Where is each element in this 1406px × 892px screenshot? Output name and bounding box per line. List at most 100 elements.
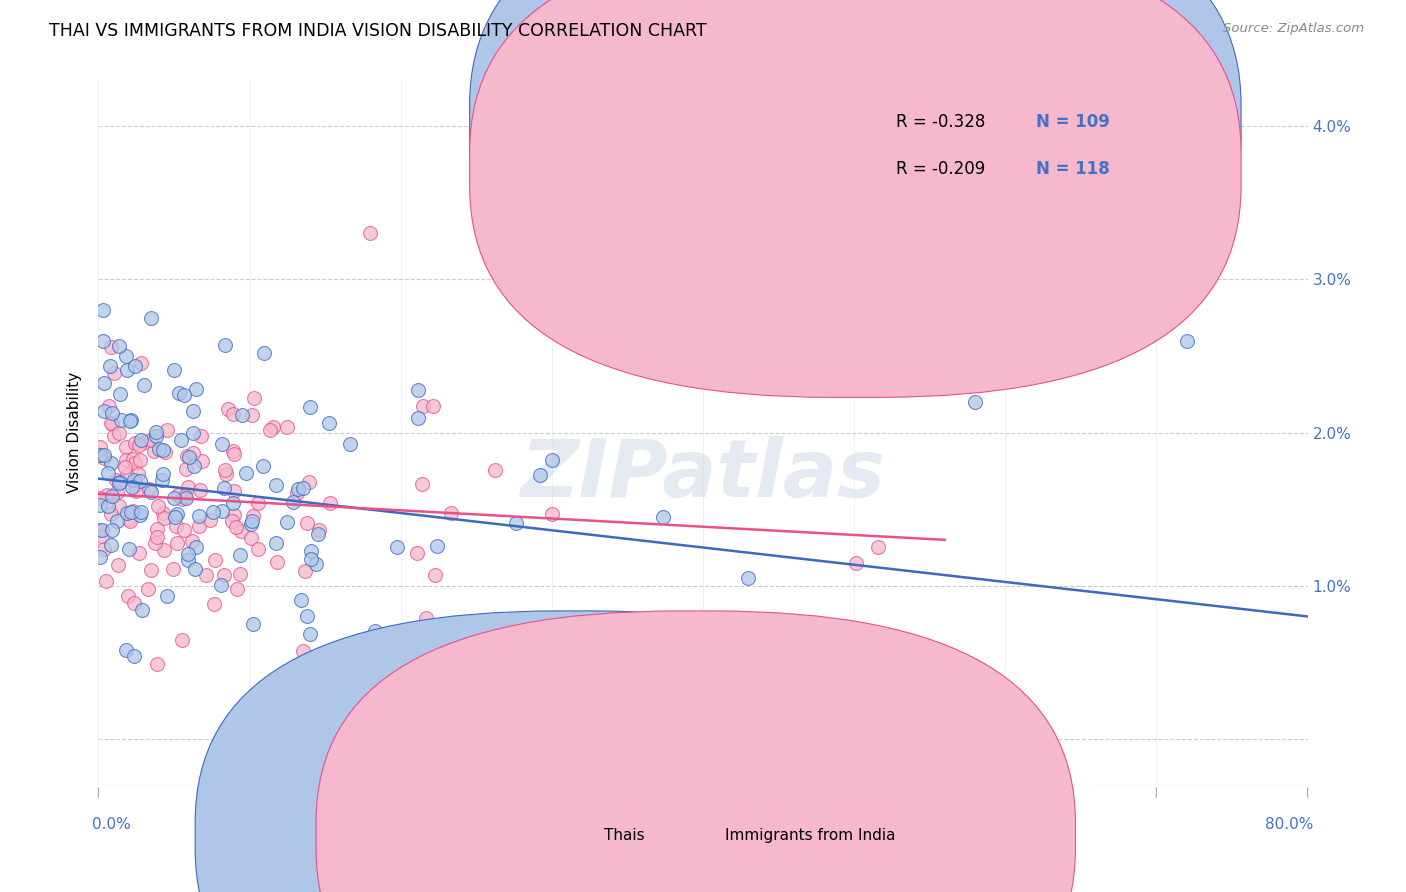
Point <box>89 448 111 462</box>
Text: Thais: Thais <box>603 828 644 843</box>
Point <box>866 540 889 554</box>
Point <box>240 532 263 546</box>
Point <box>222 408 245 422</box>
Point <box>299 544 322 558</box>
Point <box>222 443 245 458</box>
Point <box>222 447 245 461</box>
Point <box>128 453 150 467</box>
Point <box>229 566 252 581</box>
Point <box>174 489 197 503</box>
Point <box>96 488 118 502</box>
Point <box>143 535 166 549</box>
Point <box>389 632 412 647</box>
Point <box>166 507 188 521</box>
Point <box>186 382 208 396</box>
Point <box>222 483 245 498</box>
Point <box>181 404 204 418</box>
Point <box>98 399 121 413</box>
Point <box>299 400 322 414</box>
Point <box>163 491 186 506</box>
Point <box>183 458 205 473</box>
Point <box>215 467 238 481</box>
Point <box>100 406 122 420</box>
Point <box>124 359 146 373</box>
Point <box>118 515 141 529</box>
Point <box>128 438 150 452</box>
Point <box>89 498 111 512</box>
Point <box>235 467 257 481</box>
Point <box>120 505 142 519</box>
Point <box>124 478 146 492</box>
Point <box>115 363 138 377</box>
Point <box>163 363 186 377</box>
Text: ZIPatlas: ZIPatlas <box>520 436 886 514</box>
Point <box>415 611 437 625</box>
Point <box>169 385 191 400</box>
Point <box>89 440 111 454</box>
Point <box>93 448 115 462</box>
Point <box>94 574 117 588</box>
FancyBboxPatch shape <box>818 91 1234 200</box>
Point <box>440 506 463 520</box>
Point <box>222 496 245 510</box>
Point <box>141 563 163 577</box>
Point <box>98 359 121 374</box>
Point <box>298 475 321 490</box>
Point <box>184 540 207 554</box>
Point <box>153 543 176 558</box>
Point <box>166 536 188 550</box>
Point <box>240 514 263 528</box>
Point <box>360 227 382 241</box>
Point <box>150 473 173 487</box>
Point <box>91 303 114 318</box>
Text: THAI VS IMMIGRANTS FROM INDIA VISION DISABILITY CORRELATION CHART: THAI VS IMMIGRANTS FROM INDIA VISION DIS… <box>49 22 707 40</box>
Point <box>121 451 143 466</box>
FancyBboxPatch shape <box>316 611 1076 892</box>
Point <box>299 552 322 566</box>
Point <box>505 516 527 530</box>
Point <box>308 524 330 538</box>
Point <box>162 562 184 576</box>
Point <box>339 437 361 451</box>
Point <box>202 504 225 518</box>
Point <box>103 366 125 380</box>
Point <box>412 399 434 413</box>
Point <box>202 598 225 612</box>
Point <box>138 582 160 596</box>
Point <box>146 500 169 514</box>
Point <box>108 499 131 513</box>
Point <box>406 411 429 425</box>
Point <box>217 402 239 417</box>
Point <box>240 408 263 422</box>
Point <box>298 627 321 641</box>
Point <box>100 416 122 430</box>
Point <box>209 578 232 592</box>
Point <box>167 487 190 501</box>
Point <box>125 483 148 498</box>
Point <box>134 434 156 449</box>
Point <box>145 429 167 443</box>
Point <box>845 557 868 571</box>
Point <box>152 467 174 481</box>
Point <box>737 571 759 585</box>
Point <box>239 516 262 531</box>
Point <box>141 485 163 500</box>
Point <box>146 523 169 537</box>
Point <box>129 474 152 488</box>
Text: 80.0%: 80.0% <box>1265 817 1313 831</box>
Y-axis label: Vision Disability: Vision Disability <box>67 372 83 493</box>
Point <box>103 429 125 443</box>
Point <box>191 453 214 467</box>
Point <box>129 433 152 447</box>
Point <box>156 423 179 437</box>
Point <box>115 452 138 467</box>
Point <box>247 541 270 556</box>
Point <box>156 589 179 603</box>
Point <box>89 523 111 537</box>
Point <box>118 542 141 557</box>
Point <box>108 387 131 401</box>
Point <box>285 486 308 500</box>
Point <box>89 549 111 564</box>
Point <box>108 475 131 489</box>
Point <box>139 434 162 448</box>
